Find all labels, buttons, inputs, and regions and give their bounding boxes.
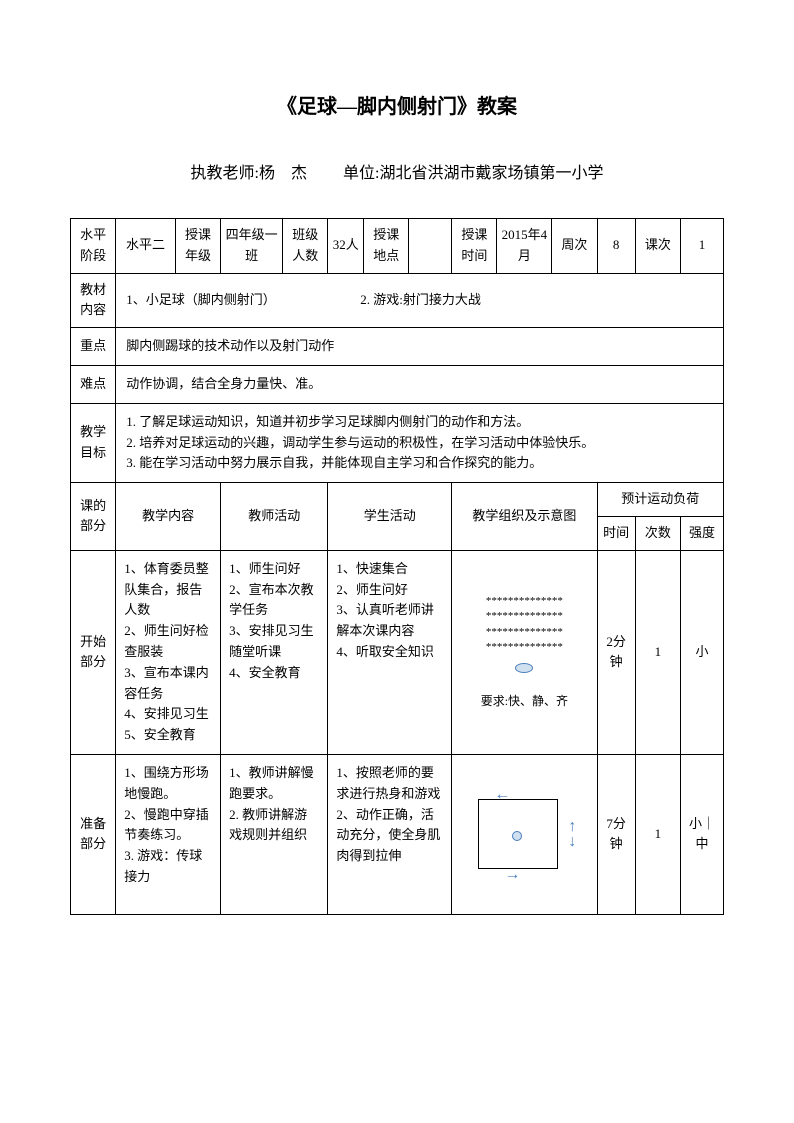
session-value: 1 [680, 219, 723, 274]
level-label: 水平阶段 [71, 219, 116, 274]
column-header-row-1: 课的部分 教学内容 教师活动 学生活动 教学组织及示意图 预计运动负荷 [71, 483, 724, 517]
arrow-down-icon: ↓ [568, 834, 576, 850]
col-student: 学生活动 [328, 483, 452, 551]
col-intensity: 强度 [680, 516, 723, 550]
time-start: 2分钟 [597, 550, 635, 754]
col-org: 教学组织及示意图 [452, 483, 597, 551]
time-value: 2015年4月 [497, 219, 552, 274]
difficulty-row: 难点 动作协调，结合全身力量快、准。 [71, 365, 724, 403]
lesson-plan-table: 水平阶段 水平二 授课年级 四年级一班 班级人数 32人 授课地点 授课时间 2… [70, 218, 724, 915]
class-size-value: 32人 [328, 219, 364, 274]
session-label: 课次 [635, 219, 680, 274]
section-row-start: 开始部分 1、体育委员整队集合，报告人数 2、师生问好检查服装 3、宣布本课内容… [71, 550, 724, 754]
student-start: 1、快速集合 2、师生问好 3、认真听老师讲解本次课内容 4、听取安全知识 [328, 550, 452, 754]
location-value [409, 219, 452, 274]
document-title: 《足球—脚内侧射门》教案 [70, 90, 724, 119]
time-label: 授课时间 [452, 219, 497, 274]
content-prep: 1、围绕方形场地慢跑。 2、慢跑中穿插节奏练习。 3. 游戏：传球接力 [116, 754, 221, 914]
material-value: 1、小足球（脚内侧射门） 2. 游戏:射门接力大战 [116, 273, 724, 328]
field-diagram: ← ↑ ↓ → [474, 789, 574, 879]
ellipse-icon [456, 655, 592, 687]
difficulty-value: 动作协调，结合全身力量快、准。 [116, 365, 724, 403]
teacher-name: 杨 杰 [259, 165, 307, 182]
part-prep: 准备部分 [71, 754, 116, 914]
document-subtitle: 执教老师:杨 杰 单位:湖北省洪湖市戴家场镇第一小学 [70, 159, 724, 183]
student-prep: 1、按照老师的要求进行热身和游戏 2、动作正确，活动充分，使全身肌肉得到拉伸 [328, 754, 452, 914]
teacher-start: 1、师生问好 2、宣布本次教学任务 3、安排见习生随堂听课 4、安全教育 [221, 550, 328, 754]
count-start: 1 [635, 550, 680, 754]
class-size-label: 班级人数 [283, 219, 328, 274]
keypoint-label: 重点 [71, 328, 116, 366]
unit-label: 单位: [343, 165, 379, 182]
keypoint-row: 重点 脚内侧踢球的技术动作以及射门动作 [71, 328, 724, 366]
formation-stars: ************** ************** **********… [456, 594, 592, 656]
goals-value: 1. 了解足球运动知识，知道并初步学习足球脚内侧射门的动作和方法。 2. 培养对… [116, 403, 724, 482]
arrow-right-icon: → [504, 867, 520, 883]
level-value: 水平二 [116, 219, 176, 274]
intensity-prep: 小｜中 [680, 754, 723, 914]
section-row-prep: 准备部分 1、围绕方形场地慢跑。 2、慢跑中穿插节奏练习。 3. 游戏：传球接力… [71, 754, 724, 914]
keypoint-value: 脚内侧踢球的技术动作以及射门动作 [116, 328, 724, 366]
teacher-label: 执教老师: [191, 165, 259, 182]
unit-name: 湖北省洪湖市戴家场镇第一小学 [379, 165, 603, 182]
org-start: ************** ************** **********… [452, 550, 597, 754]
week-value: 8 [597, 219, 635, 274]
week-label: 周次 [552, 219, 597, 274]
intensity-start: 小 [680, 550, 723, 754]
org-requirement: 要求:快、静、齐 [456, 692, 592, 711]
location-label: 授课地点 [364, 219, 409, 274]
count-prep: 1 [635, 754, 680, 914]
grade-label: 授课年级 [175, 219, 220, 274]
col-time: 时间 [597, 516, 635, 550]
col-teacher: 教师活动 [221, 483, 328, 551]
arrow-left-icon: ← [494, 787, 510, 803]
col-part: 课的部分 [71, 483, 116, 551]
material-label: 教材内容 [71, 273, 116, 328]
org-prep: ← ↑ ↓ → [452, 754, 597, 914]
difficulty-label: 难点 [71, 365, 116, 403]
teacher-prep: 1、教师讲解慢跑要求。 2. 教师讲解游戏规则并组织 [221, 754, 328, 914]
grade-value: 四年级一班 [221, 219, 283, 274]
goals-row: 教学目标 1. 了解足球运动知识，知道并初步学习足球脚内侧射门的动作和方法。 2… [71, 403, 724, 482]
time-prep: 7分钟 [597, 754, 635, 914]
material-row: 教材内容 1、小足球（脚内侧射门） 2. 游戏:射门接力大战 [71, 273, 724, 328]
col-count: 次数 [635, 516, 680, 550]
goals-label: 教学目标 [71, 403, 116, 482]
col-load: 预计运动负荷 [597, 483, 723, 517]
content-start: 1、体育委员整队集合，报告人数 2、师生问好检查服装 3、宣布本课内容任务 4、… [116, 550, 221, 754]
part-start: 开始部分 [71, 550, 116, 754]
col-content: 教学内容 [116, 483, 221, 551]
info-row: 水平阶段 水平二 授课年级 四年级一班 班级人数 32人 授课地点 授课时间 2… [71, 219, 724, 274]
